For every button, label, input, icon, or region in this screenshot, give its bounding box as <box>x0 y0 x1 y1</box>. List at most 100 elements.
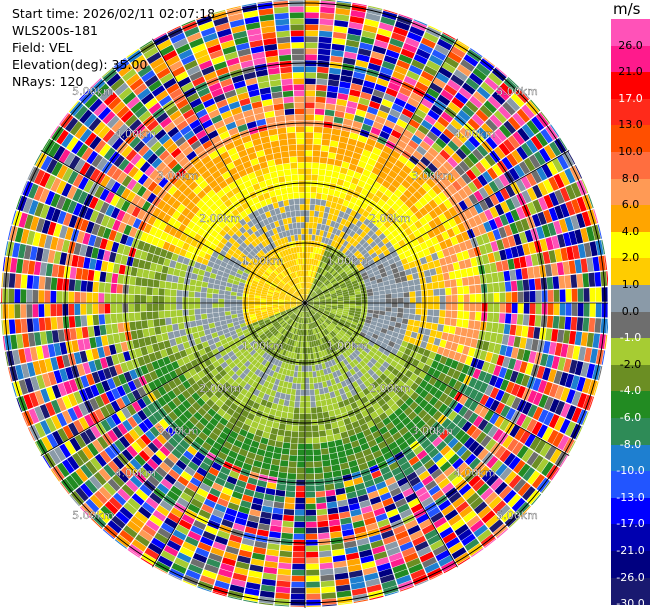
velocity-bin <box>94 359 103 371</box>
velocity-bin <box>445 295 452 303</box>
velocity-bin <box>56 355 65 369</box>
velocity-bin <box>534 278 542 290</box>
velocity-bin <box>318 308 325 312</box>
velocity-bin <box>379 298 386 303</box>
velocity-bin <box>415 290 422 297</box>
velocity-bin <box>340 431 349 439</box>
velocity-bin <box>301 311 304 318</box>
velocity-bin <box>278 299 285 301</box>
velocity-bin <box>87 326 95 338</box>
velocity-bin <box>564 131 577 148</box>
velocity-bin <box>295 334 299 341</box>
velocity-bin <box>421 119 433 131</box>
velocity-bin <box>318 318 323 324</box>
velocity-bin <box>396 207 405 217</box>
velocity-bin <box>210 394 219 403</box>
velocity-bin <box>121 466 134 479</box>
velocity-bin <box>214 352 222 360</box>
velocity-bin <box>352 520 365 529</box>
velocity-bin <box>188 297 195 303</box>
velocity-bin <box>197 407 207 417</box>
velocity-bin <box>27 260 36 275</box>
velocity-bin <box>515 268 523 280</box>
velocity-bin <box>310 283 314 290</box>
velocity-bin <box>500 201 510 214</box>
velocity-bin <box>261 578 276 586</box>
velocity-bin <box>444 280 451 288</box>
velocity-bin <box>169 338 177 347</box>
velocity-bin <box>247 576 262 585</box>
velocity-bin <box>500 405 511 418</box>
velocity-bin <box>324 309 331 313</box>
velocity-bin <box>569 359 578 374</box>
velocity-bin <box>565 289 572 302</box>
velocity-bin <box>334 566 348 574</box>
velocity-bin <box>292 307 298 312</box>
velocity-bin <box>376 421 385 430</box>
velocity-bin <box>434 389 443 400</box>
velocity-bin <box>215 399 224 408</box>
velocity-bin <box>310 309 315 315</box>
velocity-bin <box>218 568 233 578</box>
velocity-bin <box>314 467 323 474</box>
velocity-bin <box>284 337 290 344</box>
velocity-bin <box>349 230 356 238</box>
velocity-bin <box>425 254 433 263</box>
velocity-bin <box>564 316 572 330</box>
velocity-bin <box>171 448 183 459</box>
velocity-bin <box>414 108 427 119</box>
velocity-bin <box>478 211 488 223</box>
velocity-bin <box>437 223 446 233</box>
velocity-bin <box>460 268 468 278</box>
velocity-bin <box>474 553 490 567</box>
velocity-bin <box>57 382 67 397</box>
velocity-bin <box>323 368 329 375</box>
velocity-bin <box>373 343 380 350</box>
velocity-bin <box>349 307 356 311</box>
velocity-bin <box>481 361 491 372</box>
velocity-bin <box>253 389 261 397</box>
velocity-bin <box>158 303 165 311</box>
velocity-bin <box>269 335 275 341</box>
velocity-bin <box>307 303 314 305</box>
velocity-bin <box>313 298 320 301</box>
velocity-bin <box>194 291 201 298</box>
velocity-bin <box>300 341 303 348</box>
velocity-bin <box>430 511 444 523</box>
velocity-bin <box>335 257 341 264</box>
velocity-bin <box>191 392 201 402</box>
velocity-bin <box>50 399 62 414</box>
velocity-bin <box>356 370 364 378</box>
velocity-bin <box>73 419 85 434</box>
velocity-bin <box>361 340 368 347</box>
velocity-bin <box>79 431 92 445</box>
velocity-bin <box>151 254 160 264</box>
velocity-bin <box>378 185 388 194</box>
velocity-bin <box>251 552 266 561</box>
velocity-bin <box>333 433 342 441</box>
velocity-bin <box>129 369 138 380</box>
velocity-bin <box>436 440 447 452</box>
velocity-bin <box>415 486 428 497</box>
velocity-bin <box>305 383 310 390</box>
velocity-bin <box>275 592 290 600</box>
velocity-bin <box>415 303 422 309</box>
velocity-bin <box>163 441 175 453</box>
velocity-bin <box>499 58 515 73</box>
velocity-bin <box>59 225 68 239</box>
velocity-bin <box>321 286 327 291</box>
velocity-bin <box>447 101 461 114</box>
velocity-bin <box>127 497 141 511</box>
velocity-bin <box>309 216 314 223</box>
velocity-bin <box>41 248 50 263</box>
velocity-bin <box>333 560 347 568</box>
velocity-bin <box>481 510 496 524</box>
velocity-bin <box>438 66 453 79</box>
velocity-bin <box>344 378 352 386</box>
velocity-bin <box>209 487 221 498</box>
velocity-bin <box>539 148 551 163</box>
velocity-bin <box>482 341 490 351</box>
velocity-bin <box>441 482 454 494</box>
velocity-bin <box>272 303 278 305</box>
velocity-bin <box>350 83 363 92</box>
